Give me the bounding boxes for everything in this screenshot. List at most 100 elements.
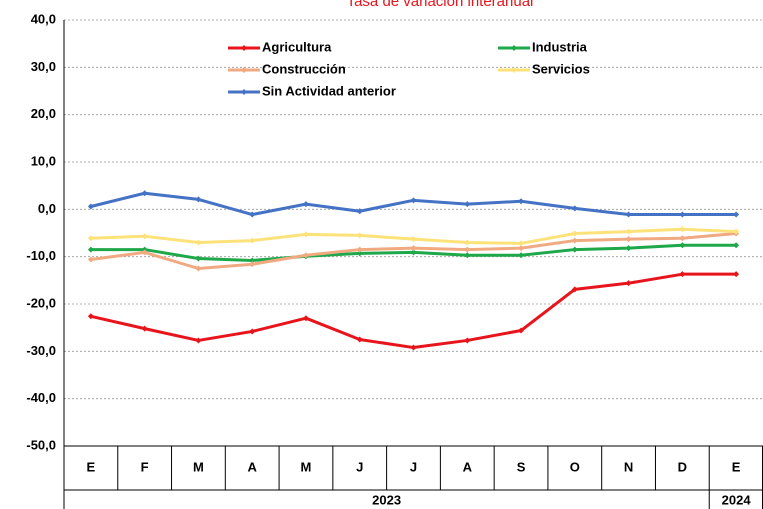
point [141,233,148,240]
y-tick-label: 30,0 [31,59,56,74]
point [733,242,740,249]
legend-label: Agricultura [262,39,332,54]
x-tick-label: E [732,459,741,474]
chart-title: Tasa de variación interanual [347,0,534,10]
y-tick-label: 40,0 [31,11,56,26]
point [302,252,309,259]
point [410,249,417,256]
point [518,198,525,205]
point [195,255,202,262]
point [625,280,632,287]
point [625,236,632,243]
point [679,242,686,249]
point [625,211,632,218]
legend-label: Construcción [262,61,346,76]
legend-label: Industria [532,39,588,54]
point [464,239,471,246]
x-tick-label: F [141,459,149,474]
x-tick-label: J [410,459,417,474]
point [356,336,363,343]
point [571,286,578,293]
point [679,211,686,218]
legend-label: Sin Actividad anterior [262,83,396,98]
point [356,232,363,239]
point [141,249,148,256]
point [195,196,202,203]
point [679,226,686,233]
point [249,328,256,335]
x-tick-label: N [624,459,633,474]
point [464,246,471,253]
point [356,246,363,253]
point [410,236,417,243]
y-tick-label: 10,0 [31,153,56,168]
point [464,201,471,208]
y-tick-label: 0,0 [38,201,56,216]
legend-marker [511,45,517,51]
point [87,246,94,253]
legend-marker [241,67,247,73]
point [87,235,94,242]
x-tick-label: A [247,459,257,474]
point [679,271,686,278]
x-tick-label: A [463,459,473,474]
x-tick-label: S [517,459,526,474]
point [356,250,363,257]
series-line [90,272,737,350]
point [679,235,686,242]
point [464,252,471,259]
point [625,245,632,252]
y-tick-label: 20,0 [31,106,56,121]
y-tick-label: -20,0 [26,295,56,310]
x-tick-label: O [570,459,580,474]
point [571,230,578,237]
legend-marker [241,89,247,95]
point [249,257,256,264]
point [249,211,256,218]
point [571,205,578,212]
point [625,228,632,235]
point [195,265,202,272]
point [87,256,94,263]
legend-marker [241,45,247,51]
point [518,252,525,259]
series-line [90,191,737,217]
point [518,245,525,252]
point [571,246,578,253]
point [733,271,740,278]
point [141,190,148,197]
point [302,231,309,238]
x-group-label: 2024 [722,492,752,507]
point [87,313,94,320]
y-tick-label: -40,0 [26,390,56,405]
point [249,261,256,268]
x-tick-label: J [356,459,363,474]
point [302,315,309,322]
point [410,245,417,252]
point [518,240,525,247]
x-tick-label: E [87,459,96,474]
point [410,197,417,204]
point [410,344,417,351]
x-tick-label: M [301,459,312,474]
x-tick-label: D [678,459,687,474]
y-tick-label: -30,0 [26,343,56,358]
point [302,201,309,208]
point [518,327,525,334]
y-tick-label: -50,0 [26,437,56,452]
legend-label: Servicios [532,61,590,76]
point [141,325,148,332]
point [571,237,578,244]
y-tick-label: -10,0 [26,248,56,263]
point [87,203,94,210]
x-group-label: 2023 [372,492,401,507]
x-tick-label: M [193,459,204,474]
point [356,208,363,215]
point [464,337,471,344]
point [195,239,202,246]
legend-marker [511,67,517,73]
point [733,211,740,218]
point [195,337,202,344]
point [733,228,740,235]
